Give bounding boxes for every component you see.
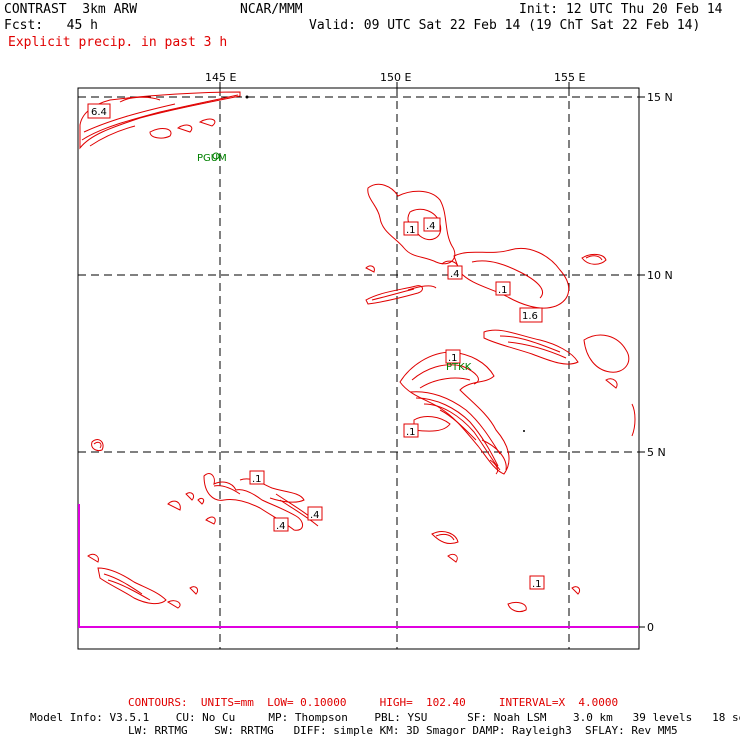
init-time: Init: 12 UTC Thu 20 Feb 14 [519, 2, 723, 17]
grid-lines [78, 88, 639, 649]
contour-label: .1 [406, 427, 416, 438]
lat-label-10: 10 N [647, 269, 673, 282]
lon-label-150: 150 E [380, 71, 411, 84]
contour-label: 6.4 [91, 107, 107, 118]
contour-label: .1 [448, 353, 458, 364]
stations: PGUM PTKK [197, 152, 472, 373]
contour-label: .4 [276, 521, 286, 532]
model-info-line-1: Model Info: V3.5.1 CU: No Cu MP: Thompso… [30, 711, 740, 724]
contour-label: .4 [310, 510, 320, 521]
lat-label-0: 0 [647, 621, 654, 634]
lat-label-5: 5 N [647, 446, 666, 459]
contour-label: .4 [426, 221, 436, 232]
org-name: NCAR/MMM [240, 2, 303, 17]
lon-label-155: 155 E [554, 71, 585, 84]
valid-time: Valid: 09 UTC Sat 22 Feb 14 (19 ChT Sat … [309, 18, 701, 33]
contour-label: .4 [450, 269, 460, 280]
contour-label: .1 [498, 285, 508, 296]
contour-info: CONTOURS: UNITS=mm LOW= 0.10000 HIGH= 10… [128, 696, 619, 709]
station-label-ptkk: PTKK [446, 362, 472, 373]
contour-label: 1.6 [522, 311, 538, 322]
field-title: Explicit precip. in past 3 h [8, 35, 228, 50]
station-label-pgum: PGUM [197, 153, 227, 164]
lon-label-145: 145 E [205, 71, 236, 84]
magenta-boundary [78, 504, 639, 628]
contour-labels: 6.4 .1 .4 .4 .1 1.6 .1 .1 .1 .4 .4 .1 [87, 103, 545, 590]
station-marker-pgum [212, 152, 220, 160]
contour-label: .1 [532, 579, 542, 590]
map-frame [77, 87, 640, 650]
contour-label: .1 [252, 474, 262, 485]
model-info-line-2: LW: RRTMG SW: RRTMG DIFF: simple KM: 3D … [128, 724, 678, 737]
lat-label-15: 15 N [647, 91, 673, 104]
contour-label: .1 [406, 225, 416, 236]
model-name: CONTRAST 3km ARW [4, 2, 138, 17]
precip-contours [79, 91, 636, 613]
tick-marks [219, 82, 645, 628]
forecast-hour: Fcst: 45 h [4, 18, 98, 33]
